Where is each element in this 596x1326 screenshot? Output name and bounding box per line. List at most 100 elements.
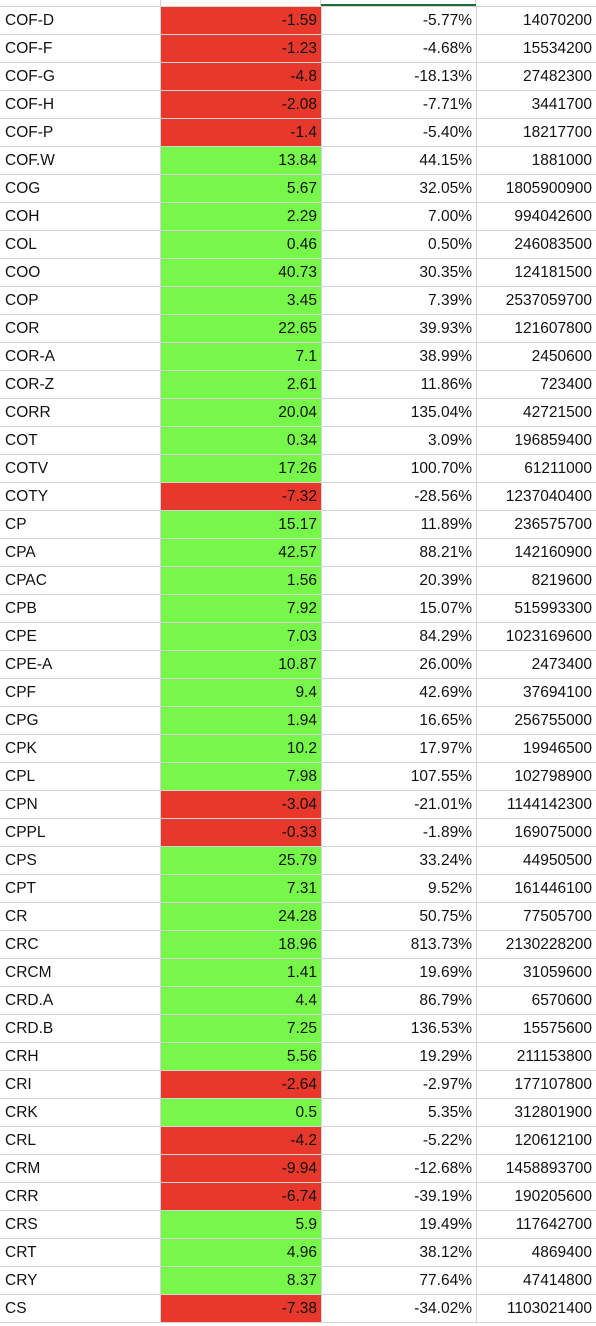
percent-change-cell[interactable]: 0.50% (322, 231, 477, 258)
percent-change-cell[interactable]: 16.65% (322, 707, 477, 734)
volume-cell[interactable]: 19946500 (523, 740, 592, 757)
volume-cell[interactable]: 246083500 (514, 236, 592, 253)
percent-change-cell[interactable]: 50.75% (322, 903, 477, 930)
percent-change-cell[interactable]: 44.15% (322, 147, 477, 174)
change-cell[interactable]: -4.8 (161, 63, 322, 90)
symbol-cell[interactable]: CPE-A (0, 651, 161, 678)
volume-cell[interactable]: 47414800 (523, 1272, 592, 1289)
volume-cell[interactable]: 77505700 (523, 908, 592, 925)
volume-cell[interactable]: 14070200 (523, 12, 592, 29)
change-cell[interactable]: -1.23 (161, 35, 322, 62)
change-cell[interactable]: 4.4 (161, 987, 322, 1014)
symbol-cell[interactable]: CPB (0, 595, 161, 622)
percent-change-cell[interactable]: 135.04% (322, 399, 477, 426)
volume-cell[interactable]: 1805900900 (505, 180, 592, 197)
volume-cell[interactable]: 994042600 (514, 208, 592, 225)
volume-cell[interactable]: 256755000 (514, 712, 592, 729)
symbol-cell[interactable]: CRT (0, 1239, 161, 1266)
percent-change-cell[interactable]: 86.79% (322, 987, 477, 1014)
volume-cell[interactable]: 102798900 (514, 768, 592, 785)
percent-change-cell[interactable]: 42.69% (322, 679, 477, 706)
percent-change-cell[interactable]: 15.07% (322, 595, 477, 622)
volume-cell[interactable]: 1103021400 (506, 1300, 592, 1317)
volume-cell[interactable]: 18217700 (523, 124, 592, 141)
change-cell[interactable]: 42.57 (161, 539, 322, 566)
symbol-cell[interactable]: COF-G (0, 63, 161, 90)
change-cell[interactable]: 20.04 (161, 399, 322, 426)
percent-change-cell[interactable]: 33.24% (322, 847, 477, 874)
percent-change-cell[interactable]: 9.52% (322, 875, 477, 902)
change-cell[interactable]: 5.67 (161, 175, 322, 202)
percent-change-cell[interactable]: 38.12% (322, 1239, 477, 1266)
symbol-cell[interactable]: CPA (0, 539, 161, 566)
volume-cell[interactable]: 177107800 (514, 1076, 592, 1093)
volume-cell[interactable]: 196859400 (514, 432, 592, 449)
volume-cell[interactable]: 723400 (540, 376, 592, 393)
change-cell[interactable]: -2.64 (161, 1071, 322, 1098)
symbol-cell[interactable]: COF-P (0, 119, 161, 146)
symbol-cell[interactable]: CPE (0, 623, 161, 650)
volume-cell[interactable]: 61211000 (524, 460, 592, 477)
change-cell[interactable]: 3.45 (161, 287, 322, 314)
change-cell[interactable]: 0.34 (161, 427, 322, 454)
percent-change-cell[interactable]: 17.97% (322, 735, 477, 762)
symbol-cell[interactable]: CR (0, 903, 161, 930)
percent-change-cell[interactable]: 84.29% (322, 623, 477, 650)
volume-cell[interactable]: 161446100 (514, 880, 592, 897)
volume-cell[interactable]: 6570600 (531, 992, 592, 1009)
volume-cell[interactable]: 31059600 (523, 964, 592, 981)
percent-change-cell[interactable]: -18.13% (322, 63, 477, 90)
change-cell[interactable]: -6.74 (161, 1183, 322, 1210)
volume-cell[interactable]: 121607800 (514, 320, 592, 337)
symbol-cell[interactable]: CPAC (0, 567, 161, 594)
symbol-cell[interactable]: CRC (0, 931, 161, 958)
percent-change-cell[interactable]: 30.35% (322, 259, 477, 286)
change-cell[interactable]: -2.08 (161, 91, 322, 118)
symbol-cell[interactable]: CP (0, 511, 161, 538)
change-cell[interactable]: -9.94 (161, 1155, 322, 1182)
change-cell[interactable]: -1.4 (161, 119, 322, 146)
change-cell[interactable]: 9.4 (161, 679, 322, 706)
symbol-cell[interactable]: COG (0, 175, 161, 202)
percent-change-cell[interactable]: -5.22% (322, 1127, 477, 1154)
change-cell[interactable]: 4.96 (161, 1239, 322, 1266)
symbol-cell[interactable]: CRL (0, 1127, 161, 1154)
change-cell[interactable]: 1.94 (161, 707, 322, 734)
symbol-cell[interactable]: CRD.A (0, 987, 161, 1014)
percent-change-cell[interactable]: 3.09% (322, 427, 477, 454)
volume-cell[interactable]: 1458893700 (505, 1160, 592, 1177)
change-cell[interactable]: 10.87 (161, 651, 322, 678)
percent-change-cell[interactable]: 5.35% (322, 1099, 477, 1126)
change-cell[interactable]: 24.28 (161, 903, 322, 930)
volume-cell[interactable]: 2130228200 (505, 936, 592, 953)
symbol-cell[interactable]: CPS (0, 847, 161, 874)
symbol-cell[interactable]: CPT (0, 875, 161, 902)
symbol-cell[interactable]: COR-Z (0, 371, 161, 398)
volume-cell[interactable]: 1881000 (531, 152, 592, 169)
symbol-cell[interactable]: COF-D (0, 7, 161, 34)
change-cell[interactable]: 1.56 (161, 567, 322, 594)
change-cell[interactable]: 5.56 (161, 1043, 322, 1070)
percent-change-cell[interactable]: -12.68% (322, 1155, 477, 1182)
volume-cell[interactable]: 515993300 (514, 600, 592, 617)
percent-change-cell[interactable]: 19.29% (322, 1043, 477, 1070)
percent-change-cell[interactable]: 11.89% (322, 511, 477, 538)
percent-change-cell[interactable]: -5.40% (322, 119, 477, 146)
symbol-cell[interactable]: CRK (0, 1099, 161, 1126)
change-cell[interactable]: -4.2 (161, 1127, 322, 1154)
percent-change-cell[interactable]: 813.73% (322, 931, 477, 958)
symbol-cell[interactable]: COTV (0, 455, 161, 482)
volume-cell[interactable]: 124181500 (514, 264, 592, 281)
percent-change-cell[interactable]: 38.99% (322, 343, 477, 370)
symbol-cell[interactable]: CRS (0, 1211, 161, 1238)
change-cell[interactable]: 1.41 (161, 959, 322, 986)
percent-change-cell[interactable]: 19.49% (322, 1211, 477, 1238)
volume-cell[interactable]: 1237040400 (505, 488, 592, 505)
volume-cell[interactable]: 15575600 (523, 1020, 592, 1037)
percent-change-cell[interactable]: -7.71% (322, 91, 477, 118)
change-cell[interactable]: -7.38 (161, 1295, 322, 1322)
change-cell[interactable]: -0.33 (161, 819, 322, 846)
percent-change-cell[interactable]: -2.97% (322, 1071, 477, 1098)
percent-change-cell[interactable]: 7.00% (322, 203, 477, 230)
percent-change-cell[interactable]: -28.56% (322, 483, 477, 510)
